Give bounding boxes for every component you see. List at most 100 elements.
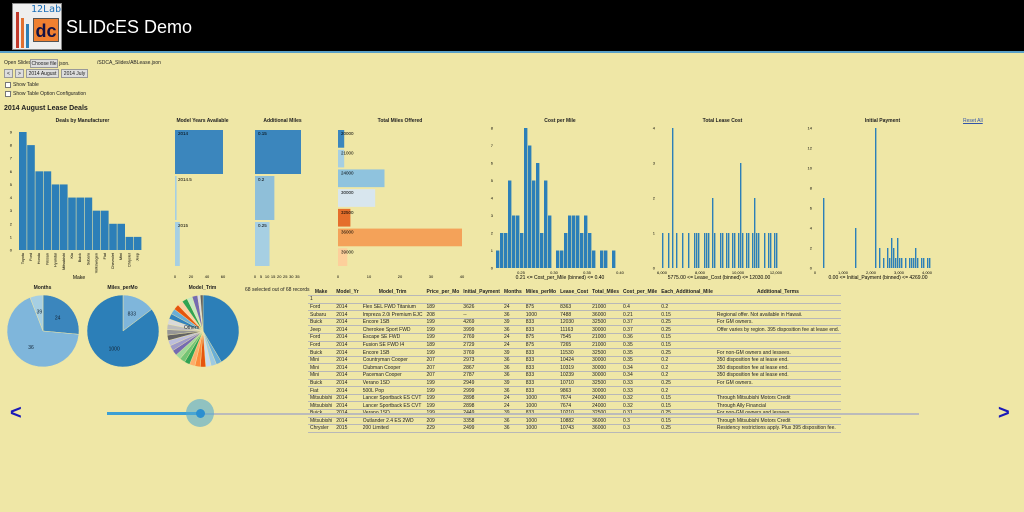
table-cell: 0.33: [621, 379, 660, 388]
table-header-cell[interactable]: Miles_perMo: [523, 288, 559, 297]
reset-all-link[interactable]: Reset All: [963, 118, 983, 124]
chart-model-years[interactable]: 2014 2014.5 2015 0 20 40 60: [170, 124, 240, 284]
total-miles-bar-label: 36000: [341, 230, 354, 235]
chart-lease-cost[interactable]: 6,000 8,000 10,000 12,000 0 1 2 3 4 5775.00 <= L…: [644, 124, 794, 284]
table-cell: 833: [523, 371, 559, 380]
cost-per-mile-bar: [528, 145, 532, 268]
table-cell: 2014: [334, 356, 361, 365]
table-header-cell[interactable]: Model_Trim: [360, 288, 425, 297]
table-cell: Mini: [308, 363, 335, 373]
total-miles-bar: [338, 189, 376, 207]
table-cell: 30000: [590, 325, 621, 335]
table-cell: 39: [501, 379, 524, 388]
section-title: 2014 August Lease Deals: [4, 105, 88, 112]
cost-per-mile-bar: [540, 233, 544, 268]
initial-payment-x-tick: 0: [814, 270, 817, 275]
chart-additional-miles[interactable]: 0.15 0.2 0.25 0 5 10 15 20 25 30 35: [250, 124, 320, 284]
table-cell: 24: [501, 303, 524, 312]
model-year-x-tick: 40: [205, 274, 210, 279]
cost-per-mile-y-tick: 2: [491, 231, 494, 236]
initial-payment-bar: [923, 258, 925, 268]
table-cell: 39: [501, 318, 524, 327]
slide-slider-fill: [107, 412, 202, 415]
table-header-row: Make Model_Yr Model_Trim Price_per_Mo Initia…: [308, 288, 842, 297]
table-cell: [461, 295, 502, 304]
chart-title-make: Deals by Manufacturer: [55, 118, 110, 124]
next-slide-button[interactable]: >: [15, 69, 24, 78]
chart-make[interactable]: 0 1 2 3 4 5 6 7 8 9 Toyota Ford Honda Nissan Hyundai Mi…: [5, 124, 150, 284]
cost-per-mile-y-tick: 3: [491, 213, 494, 218]
make-x-tick: Hyundai: [54, 253, 58, 267]
table-row: Subaru 2014 Impreza 2.0i Premium EJC 208 -- 3…: [308, 310, 842, 319]
table-cell: [360, 295, 425, 304]
table-header-cell[interactable]: Model_Yr: [334, 288, 361, 297]
nav-right-button[interactable]: >: [998, 402, 1010, 424]
make-x-tick: Ford: [29, 253, 33, 261]
table-cell: Ford: [308, 303, 335, 312]
table-cell: 3358: [461, 417, 502, 426]
table-cell: 833: [523, 348, 559, 357]
total-miles-bar-label: 32500: [341, 210, 354, 215]
lease-cost-bar: [758, 233, 760, 268]
table-cell: Outlander 2.4 ES 2WD: [360, 417, 425, 426]
chart-cost-per-mile[interactable]: 0.25 0.30 0.35 0.40 0 1 2 3 4 5 6 7 8 0.21 <= Cost_p…: [484, 124, 632, 284]
tab-2014-august[interactable]: 2014 August: [26, 69, 59, 78]
table-header-cell[interactable]: Additional_Terms: [714, 288, 842, 297]
lease-cost-bar: [722, 233, 724, 268]
table-cell: 30000: [590, 356, 621, 365]
table-cell: Subaru: [308, 310, 335, 319]
table-header-cell[interactable]: Total_Miles: [590, 288, 621, 297]
table-header-cell[interactable]: Price_per_Mo: [424, 288, 462, 297]
file-path-text: /SDCA_Slides/ABLease.json: [97, 60, 161, 66]
table-cell: [714, 333, 842, 342]
table-cell: 7488: [558, 310, 591, 319]
table-cell: 833: [523, 379, 559, 388]
pie-miles-per-mo[interactable]: 833 1000: [85, 293, 161, 369]
table-header-cell[interactable]: Lease_Cost: [558, 288, 591, 297]
initial-payment-bar: [905, 258, 907, 268]
chart-total-miles[interactable]: 20000 21000 24000 30000 32500 36000 39000 0 10 20…: [333, 124, 468, 284]
table-cell: 0.32: [621, 394, 660, 403]
table-header-cell[interactable]: Make: [308, 288, 335, 297]
lease-cost-y-tick: 0: [653, 266, 656, 271]
pie-months[interactable]: 24 36 39: [5, 293, 81, 369]
table-cell: 24: [501, 394, 524, 403]
initial-payment-bar: [895, 258, 897, 268]
table-cell: --: [461, 310, 502, 319]
table-cell: 32500: [590, 318, 621, 327]
prev-slide-button[interactable]: <: [4, 69, 13, 78]
show-table-label: Show Table: [13, 82, 39, 88]
table-cell: Lancer Sportback ES CVT: [360, 401, 425, 410]
table-cell: 0.2: [659, 356, 715, 365]
table-cell: 1000: [523, 394, 559, 403]
app-header: 12Lab dc SLIDcES Demo: [0, 0, 1024, 53]
initial-payment-bar: [911, 258, 913, 268]
cost-per-mile-bar: [588, 233, 592, 268]
chart-initial-payment[interactable]: 0 1,000 2,000 3,000 4,000 0 2 4 6 8 10 12 14 0.00 <=…: [803, 124, 953, 284]
table-cell: Offer varies by region. 395 disposition …: [714, 325, 842, 335]
make-y-tick: 2: [10, 221, 13, 226]
table-cell: 21000: [590, 333, 621, 342]
cost-per-mile-bar: [604, 250, 608, 268]
show-config-checkbox[interactable]: [5, 91, 11, 97]
table-cell: For GM owners.: [714, 318, 842, 327]
table-cell: 0.3: [621, 424, 660, 433]
logo-text: 12Lab: [31, 4, 62, 15]
table-header-cell[interactable]: Initial_Payment: [461, 288, 502, 297]
model-year-bar-label: 2014.5: [178, 177, 192, 182]
pie-model-trim[interactable]: Others: [165, 293, 241, 369]
table-cell: 500L Pop: [360, 386, 425, 395]
total-miles-bar-label: 24000: [341, 170, 354, 175]
tab-2014-july[interactable]: 2014 July: [61, 69, 88, 78]
choose-file-button[interactable]: Choose file: [30, 59, 58, 68]
model-year-bar-label: 2015: [178, 223, 189, 228]
show-table-checkbox[interactable]: [5, 82, 12, 96]
lease-cost-y-tick: 3: [653, 161, 656, 166]
initial-payment-bar: [917, 258, 919, 268]
slide-slider-track[interactable]: [107, 413, 919, 415]
table-header-cell[interactable]: Each_Additional_Mile: [659, 288, 715, 297]
nav-left-button[interactable]: <: [10, 402, 22, 424]
table-header-cell[interactable]: Cost_per_Mile: [621, 288, 660, 297]
initial-payment-bar: [879, 248, 881, 268]
table-header-cell[interactable]: Months: [501, 288, 524, 297]
